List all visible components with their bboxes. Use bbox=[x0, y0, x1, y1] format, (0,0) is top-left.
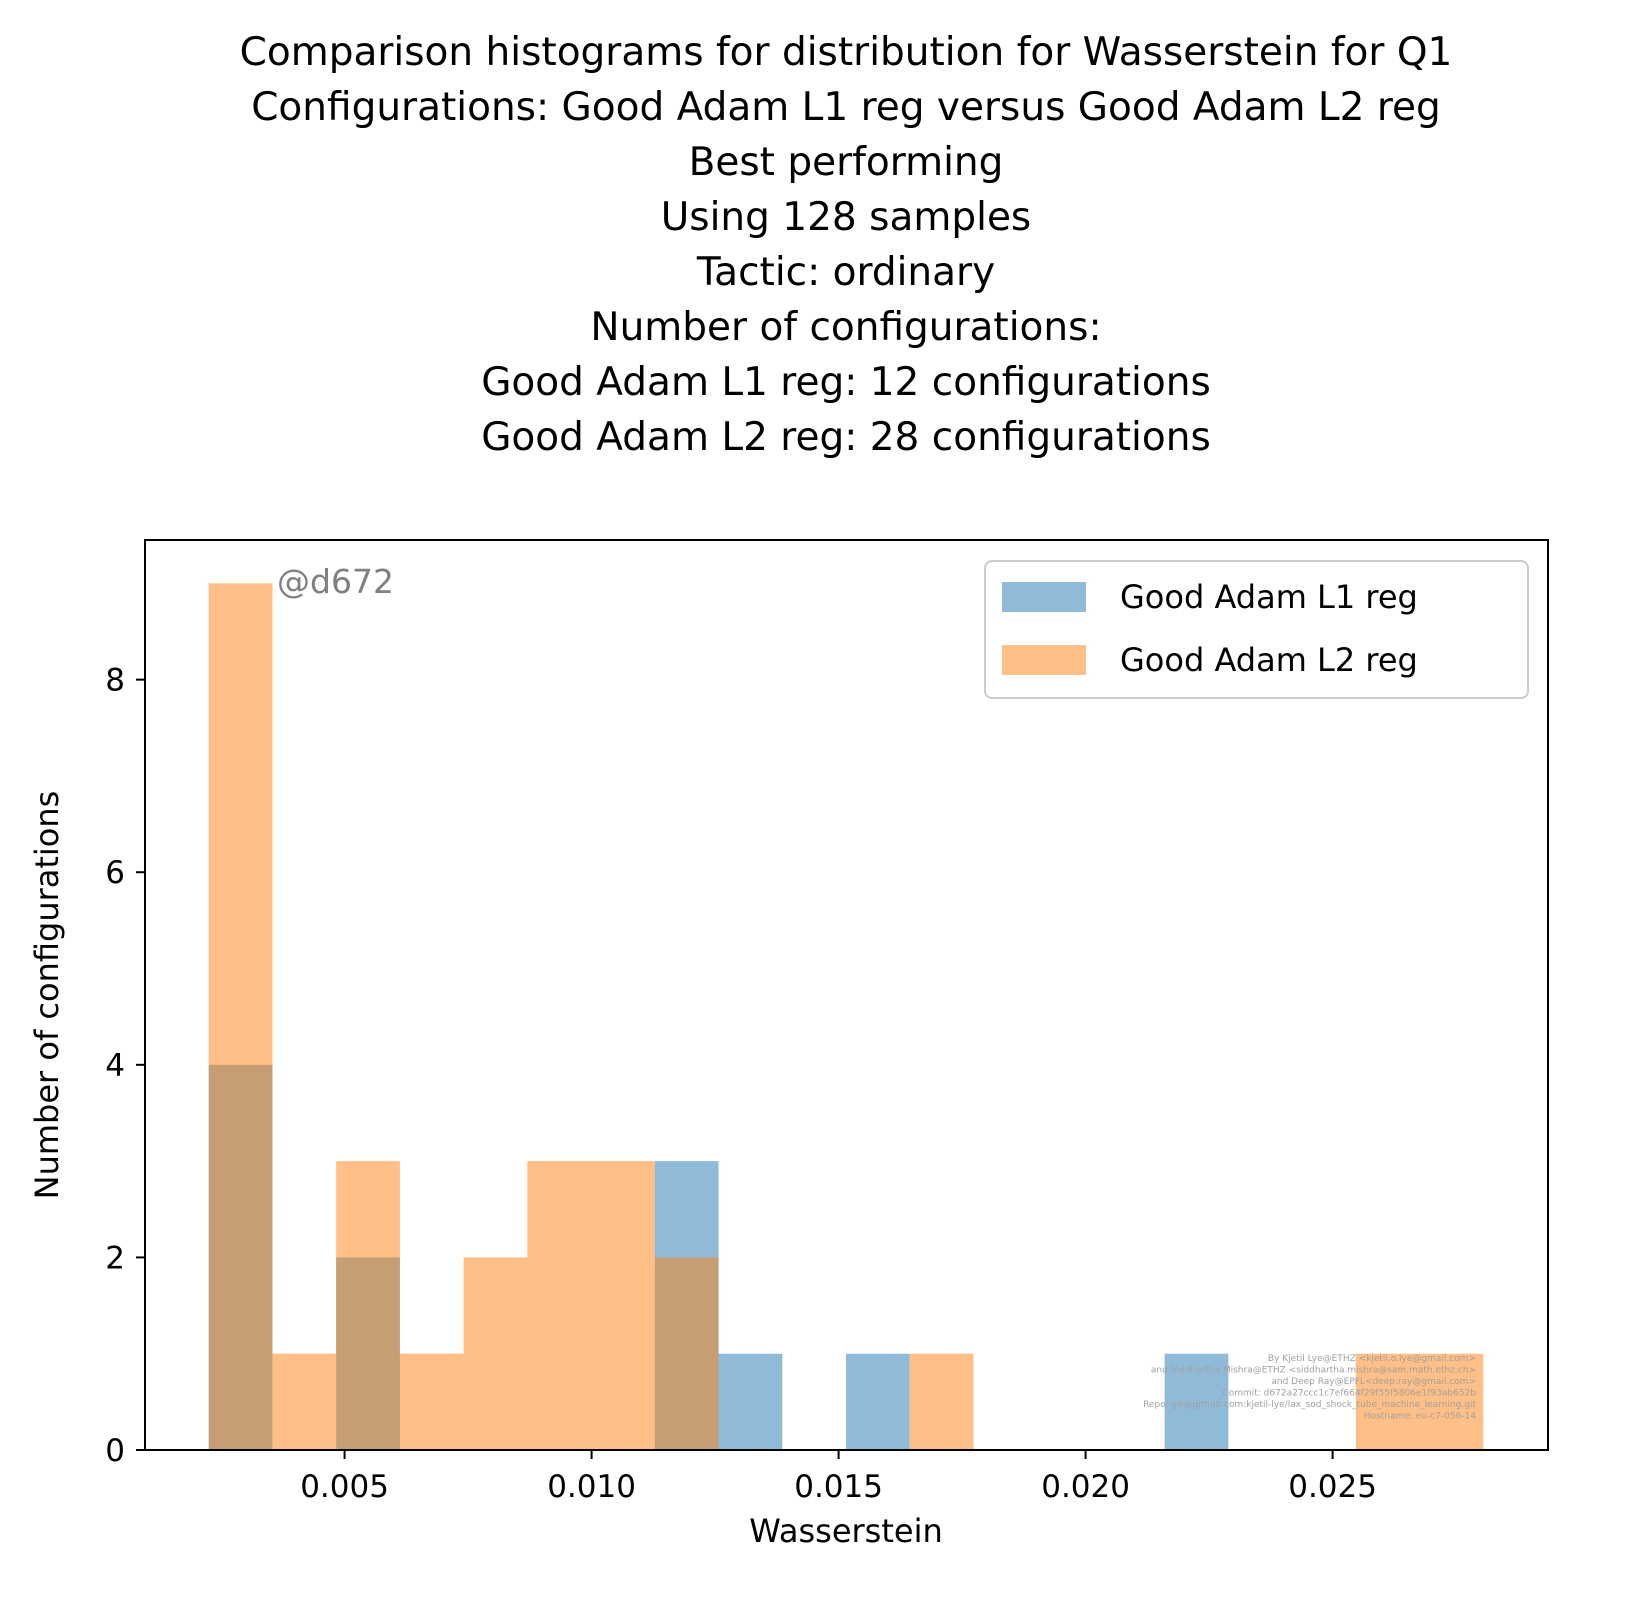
title-line: Best performing bbox=[689, 140, 1004, 185]
y-tick-label: 6 bbox=[105, 855, 125, 891]
watermark-text: @d672 bbox=[277, 562, 394, 601]
histogram-bars bbox=[208, 583, 1484, 1450]
plot-area-frame bbox=[144, 539, 1549, 1451]
histogram-bar-l2 bbox=[1355, 1353, 1420, 1450]
credit-line: and Deep Ray@EPFL<deep.ray@gmail.com> bbox=[1271, 1377, 1476, 1387]
credit-line: By Kjetil Lye@ETHZ <kjetil.o.lye@gmail.c… bbox=[1268, 1354, 1476, 1364]
histogram-bar-l2 bbox=[336, 1161, 400, 1450]
histogram-bar-l2 bbox=[1419, 1353, 1484, 1450]
title-line: Comparison histograms for distribution f… bbox=[240, 30, 1453, 75]
histogram-bar-l2 bbox=[654, 1257, 719, 1450]
histogram-bar-l2 bbox=[272, 1353, 337, 1450]
title-line: Tactic: ordinary bbox=[696, 250, 995, 295]
histogram-bar-l2 bbox=[463, 1257, 528, 1450]
legend-label-l2: Good Adam L2 reg bbox=[1120, 641, 1418, 679]
y-tick-label: 8 bbox=[105, 663, 125, 699]
y-axis-ticks: 0 2 4 6 8 bbox=[105, 663, 145, 1469]
title-line: Number of configurations: bbox=[590, 305, 1101, 350]
title-line: Using 128 samples bbox=[661, 195, 1032, 240]
histogram-bar-l2 bbox=[399, 1353, 464, 1450]
credit-line: Repo: git@github.com:kjetil-lye/lax_sod_… bbox=[1143, 1400, 1476, 1410]
legend: Good Adam L1 reg Good Adam L2 reg bbox=[984, 560, 1529, 699]
y-tick-label: 4 bbox=[105, 1048, 125, 1084]
credit-line: Commit: d672a27ccc1c7ef664f29f55f5806e1f… bbox=[1222, 1389, 1476, 1399]
legend-label-l1: Good Adam L1 reg bbox=[1120, 578, 1418, 616]
legend-box bbox=[984, 560, 1529, 699]
x-tick-label: 0.015 bbox=[794, 1469, 883, 1505]
credits-block: By Kjetil Lye@ETHZ <kjetil.o.lye@gmail.c… bbox=[1143, 1354, 1476, 1422]
y-tick-label: 0 bbox=[105, 1433, 125, 1469]
histogram-bar-l2 bbox=[527, 1161, 592, 1450]
x-axis-ticks: 0.005 0.010 0.015 0.020 0.025 bbox=[300, 1450, 1377, 1505]
x-tick-label: 0.005 bbox=[300, 1469, 389, 1505]
histogram-bar-l2 bbox=[208, 583, 273, 1450]
y-axis-label: Number of configurations bbox=[28, 791, 66, 1200]
credit-line: Hostname: eu-c7-056-14 bbox=[1364, 1412, 1476, 1422]
x-axis-label: Wasserstein bbox=[749, 1512, 942, 1550]
histogram-bar-l2 bbox=[909, 1353, 974, 1450]
legend-swatch-l2 bbox=[1002, 645, 1086, 675]
x-tick-label: 0.010 bbox=[547, 1469, 636, 1505]
x-tick-label: 0.025 bbox=[1288, 1469, 1377, 1505]
histogram-bar-l1 bbox=[1164, 1353, 1229, 1450]
title-line: Good Adam L1 reg: 12 configurations bbox=[481, 360, 1211, 405]
y-tick-label: 2 bbox=[105, 1240, 125, 1276]
chart-title: Comparison histograms for distribution f… bbox=[240, 30, 1453, 460]
credit-line: and Siddhartha Mishra@ETHZ <siddhartha.m… bbox=[1151, 1366, 1476, 1376]
legend-swatch-l1 bbox=[1002, 582, 1086, 612]
histogram-bar-l2 bbox=[591, 1161, 655, 1450]
title-line: Good Adam L2 reg: 28 configurations bbox=[481, 415, 1211, 460]
x-tick-label: 0.020 bbox=[1041, 1469, 1130, 1505]
histogram-bar-l1 bbox=[718, 1353, 783, 1450]
title-line: Configurations: Good Adam L1 reg versus … bbox=[251, 85, 1441, 130]
histogram-bar-l1 bbox=[846, 1353, 910, 1450]
